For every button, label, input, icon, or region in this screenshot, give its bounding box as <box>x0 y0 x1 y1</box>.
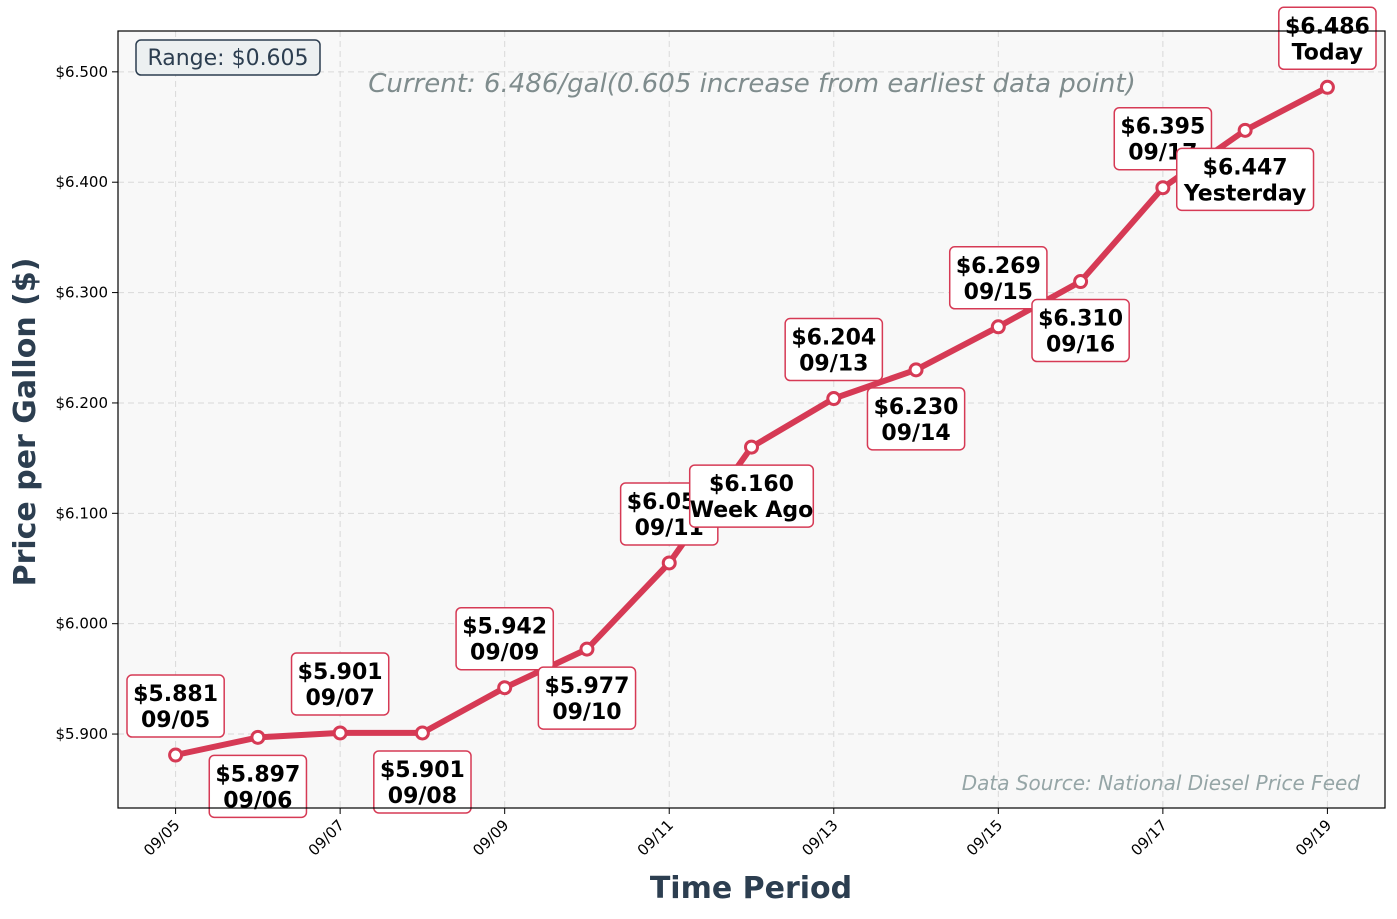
data-point-marker <box>497 680 513 696</box>
annotation-price: $6.204 <box>791 326 876 351</box>
annotation-price: $6.269 <box>956 254 1041 279</box>
x-tick-label: 09/11 <box>634 816 677 859</box>
annotation-label: Yesterday <box>1183 181 1306 206</box>
annotation-label: 09/09 <box>470 641 539 666</box>
x-tick-label: 09/05 <box>140 816 183 859</box>
annotation-box <box>455 606 555 671</box>
annotation-box <box>290 652 390 716</box>
data-point-marker <box>250 729 266 745</box>
annotation-price: $6.160 <box>709 472 794 497</box>
x-tick-label: 09/15 <box>963 816 1006 859</box>
annotation-label: Week Ago <box>690 498 814 523</box>
annotation-label: 09/16 <box>1046 333 1115 358</box>
data-annotations: $5.88109/05$5.89709/06$5.90109/07$5.9010… <box>126 6 1377 819</box>
annotation-box <box>373 750 472 814</box>
annotation-price: $6.230 <box>874 395 959 420</box>
annotation-price: $6.310 <box>1038 307 1123 332</box>
y-tick-label: $6.300 <box>56 284 109 302</box>
data-point-marker <box>1155 180 1171 196</box>
annotation-box <box>688 464 815 528</box>
annotation-price: $5.901 <box>298 660 383 685</box>
data-point-marker <box>168 747 184 763</box>
annotation-label: 09/14 <box>881 421 950 446</box>
data-point-marker <box>744 439 759 455</box>
data-point-marker <box>1319 79 1335 95</box>
x-axis-ticks: 09/05 09/07 09/09 09/11 09/13 09/15 09/17 09/19 <box>140 808 1335 859</box>
annotation-price: $5.881 <box>133 682 218 707</box>
y-tick-label: $5.900 <box>56 725 109 743</box>
y-tick-label: $6.000 <box>56 615 109 633</box>
data-point-marker <box>661 555 677 571</box>
y-tick-label: $6.100 <box>56 504 109 522</box>
data-point-marker <box>414 725 430 741</box>
annotation-box <box>126 674 225 738</box>
data-point-marker <box>1237 122 1253 138</box>
annotation-price: $6.447 <box>1203 155 1288 180</box>
x-tick-label: 09/17 <box>1127 816 1170 859</box>
x-tick-label: 09/07 <box>305 816 348 859</box>
annotation-box <box>1278 6 1377 71</box>
annotation-box <box>537 666 637 730</box>
x-tick-label: 09/19 <box>1292 816 1335 859</box>
y-axis-title: Price per Gallon ($) <box>8 258 43 587</box>
y-tick-label: $6.200 <box>56 394 109 412</box>
x-tick-label: 09/09 <box>469 816 512 859</box>
data-point-marker <box>908 362 924 378</box>
data-point-marker <box>1073 274 1089 290</box>
plot-frame <box>117 30 1386 809</box>
data-source-note: Data Source: National Diesel Price Feed <box>962 771 1361 795</box>
annotation-label: 09/07 <box>306 686 375 711</box>
annotation-price: $6.486 <box>1285 14 1370 39</box>
annotation-price: $5.901 <box>380 758 465 783</box>
annotation-box <box>784 317 884 382</box>
chart-subtitle: Current: 6.486/gal(0.605 increase from e… <box>368 69 1136 99</box>
x-tick-label: 09/13 <box>798 816 841 859</box>
annotation-price: $5.897 <box>215 762 300 787</box>
y-tick-label: $6.400 <box>56 173 109 191</box>
annotation-label: 09/05 <box>141 708 210 733</box>
data-series-line <box>168 79 1335 763</box>
annotation-price: $5.942 <box>462 615 547 640</box>
range-badge-text: Range: $0.605 <box>147 46 308 71</box>
y-axis-ticks: $5.900 $6.000 $6.100 $6.200 $6.300 $6.400 $6.5… <box>56 63 118 743</box>
annotation-box <box>1175 147 1315 212</box>
data-point-marker <box>990 319 1006 335</box>
data-point-marker <box>579 641 595 657</box>
annotation-label: 09/06 <box>223 788 292 813</box>
annotation-box <box>948 246 1048 310</box>
data-point-marker <box>826 391 842 407</box>
annotation-box <box>866 387 966 451</box>
annotation-label: 09/08 <box>388 784 457 809</box>
y-tick-label: $6.500 <box>56 63 109 81</box>
range-badge: Range: $0.605 <box>135 39 321 76</box>
annotation-label: 09/10 <box>552 700 621 725</box>
x-axis-title: Time Period <box>650 871 852 906</box>
annotation-label: 09/13 <box>799 352 868 377</box>
annotation-price: $5.977 <box>545 674 630 699</box>
annotation-box <box>208 754 308 819</box>
data-point-marker <box>332 725 348 741</box>
annotation-price: $6.395 <box>1120 115 1205 140</box>
annotation-label: Today <box>1292 40 1363 65</box>
range-badge-box <box>135 39 321 76</box>
annotation-label: 09/15 <box>964 280 1033 305</box>
annotation-box <box>1031 298 1130 363</box>
